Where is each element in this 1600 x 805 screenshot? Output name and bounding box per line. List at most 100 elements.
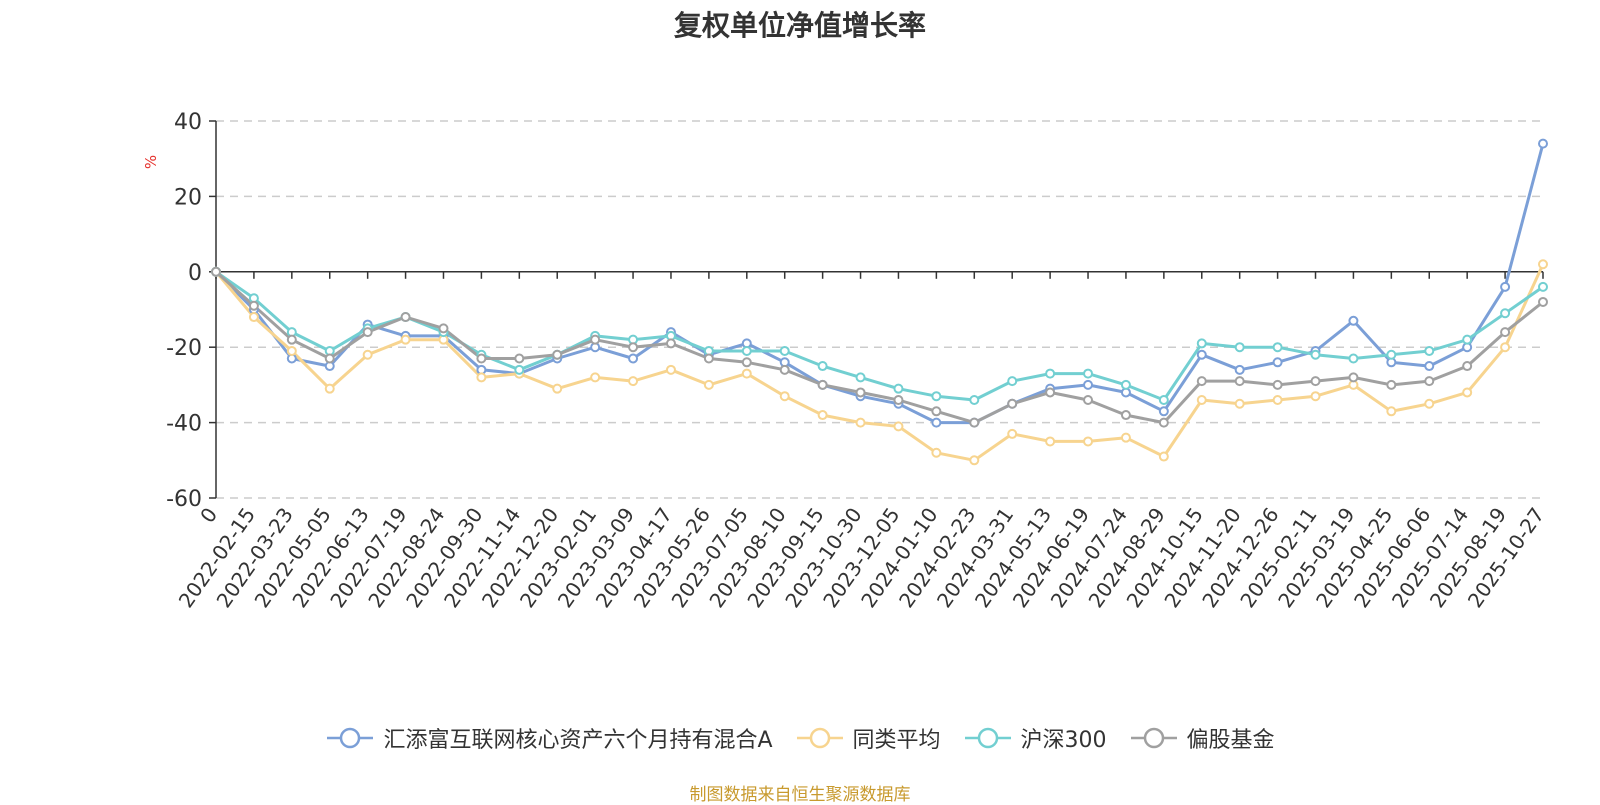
data-point — [1538, 296, 1548, 307]
data-point — [931, 447, 942, 458]
data-point — [1310, 376, 1321, 387]
data-point — [855, 417, 866, 428]
legend-label: 偏股基金 — [1186, 728, 1275, 753]
data-point — [590, 372, 601, 383]
data-point — [400, 334, 411, 345]
data-point — [1234, 398, 1245, 409]
data-point — [1007, 428, 1018, 439]
legend-item[interactable]: 沪深300 — [963, 722, 1107, 754]
data-point — [665, 364, 676, 375]
data-point — [1083, 368, 1094, 379]
data-point — [1538, 259, 1548, 270]
data-point — [1045, 387, 1056, 398]
data-point — [1462, 387, 1473, 398]
data-point — [817, 361, 828, 372]
data-point — [1386, 349, 1397, 360]
data-point — [1120, 379, 1131, 390]
series-line-1 — [214, 263, 1545, 462]
y-tick-label: -20 — [166, 336, 202, 361]
data-point — [1158, 451, 1169, 462]
data-point — [1386, 406, 1397, 417]
data-point — [286, 334, 297, 345]
data-point — [779, 345, 790, 356]
data-point — [1386, 379, 1397, 390]
data-point — [628, 342, 639, 353]
y-axis-unit-label: % — [142, 155, 160, 169]
data-point — [1196, 349, 1207, 360]
legend-swatch-marker — [340, 727, 361, 749]
x-tick-label: 0 — [195, 503, 222, 527]
data-point — [1196, 394, 1207, 405]
legend-item[interactable]: 同类平均 — [795, 722, 941, 754]
data-point — [1272, 342, 1283, 353]
data-point — [1424, 361, 1435, 372]
data-point — [1500, 308, 1511, 319]
series-line-3 — [214, 270, 1544, 425]
data-point — [741, 345, 752, 356]
data-point — [1234, 342, 1245, 353]
legend-swatch-marker — [977, 727, 998, 749]
data-point — [817, 379, 828, 390]
data-point — [1500, 327, 1511, 338]
data-point — [931, 406, 942, 417]
data-point — [1348, 372, 1359, 383]
data-point — [1045, 368, 1056, 379]
data-point — [1196, 338, 1207, 349]
data-point — [1234, 376, 1245, 387]
data-point — [1500, 342, 1511, 353]
data-point — [893, 383, 904, 394]
data-point — [931, 391, 942, 402]
legend-label: 沪深300 — [1020, 728, 1107, 753]
data-point — [1272, 357, 1283, 368]
data-point — [628, 376, 639, 387]
data-point — [476, 372, 487, 383]
legend-item[interactable]: 偏股基金 — [1129, 722, 1275, 754]
series-markers — [211, 138, 1548, 466]
data-point — [893, 421, 904, 432]
data-point — [741, 357, 752, 368]
data-point — [1083, 394, 1094, 405]
data-point — [552, 383, 563, 394]
data-point — [931, 417, 942, 428]
legend-swatch-marker — [1143, 727, 1164, 749]
data-point — [1424, 376, 1435, 387]
data-point — [1007, 376, 1018, 387]
grid-lines — [216, 120, 1543, 499]
data-point — [855, 387, 866, 398]
data-point — [1462, 361, 1473, 372]
data-point — [438, 323, 449, 334]
legend-item[interactable]: 汇添富互联网核心资产六个月持有混合A — [325, 722, 773, 754]
data-point — [1007, 398, 1018, 409]
data-point — [779, 391, 790, 402]
data-point — [1538, 138, 1548, 149]
data-point — [1500, 281, 1511, 292]
legend: 汇添富互联网核心资产六个月持有混合A 同类平均 沪深300 偏股基金 — [0, 722, 1600, 754]
data-point — [1083, 379, 1094, 390]
data-point — [1083, 436, 1094, 447]
data-point — [628, 353, 639, 364]
data-point — [703, 379, 714, 390]
data-point — [552, 349, 563, 360]
data-point — [362, 327, 373, 338]
y-tick-label: -40 — [166, 412, 202, 437]
source-note: 制图数据来自恒生聚源数据库 — [689, 785, 911, 805]
data-point — [779, 364, 790, 375]
data-point — [514, 364, 525, 375]
data-point — [248, 312, 259, 323]
data-point — [248, 300, 259, 311]
legend-label: 同类平均 — [852, 728, 941, 753]
legend-swatch-icon — [964, 727, 1011, 749]
chart-title: 复权单位净值增长率 — [673, 9, 926, 42]
data-point — [590, 334, 601, 345]
data-point — [969, 394, 980, 405]
legend-swatch-icon — [1130, 727, 1177, 749]
data-point — [211, 266, 221, 277]
data-point — [741, 368, 752, 379]
data-point — [362, 349, 373, 360]
data-point — [514, 353, 525, 364]
line-chart: 40200-20-40-6002022-02-152022-03-232022-… — [142, 110, 1549, 612]
data-point — [476, 353, 487, 364]
data-point — [324, 383, 335, 394]
y-tick-label: 40 — [174, 110, 202, 135]
legend-swatch-icon — [796, 727, 843, 749]
